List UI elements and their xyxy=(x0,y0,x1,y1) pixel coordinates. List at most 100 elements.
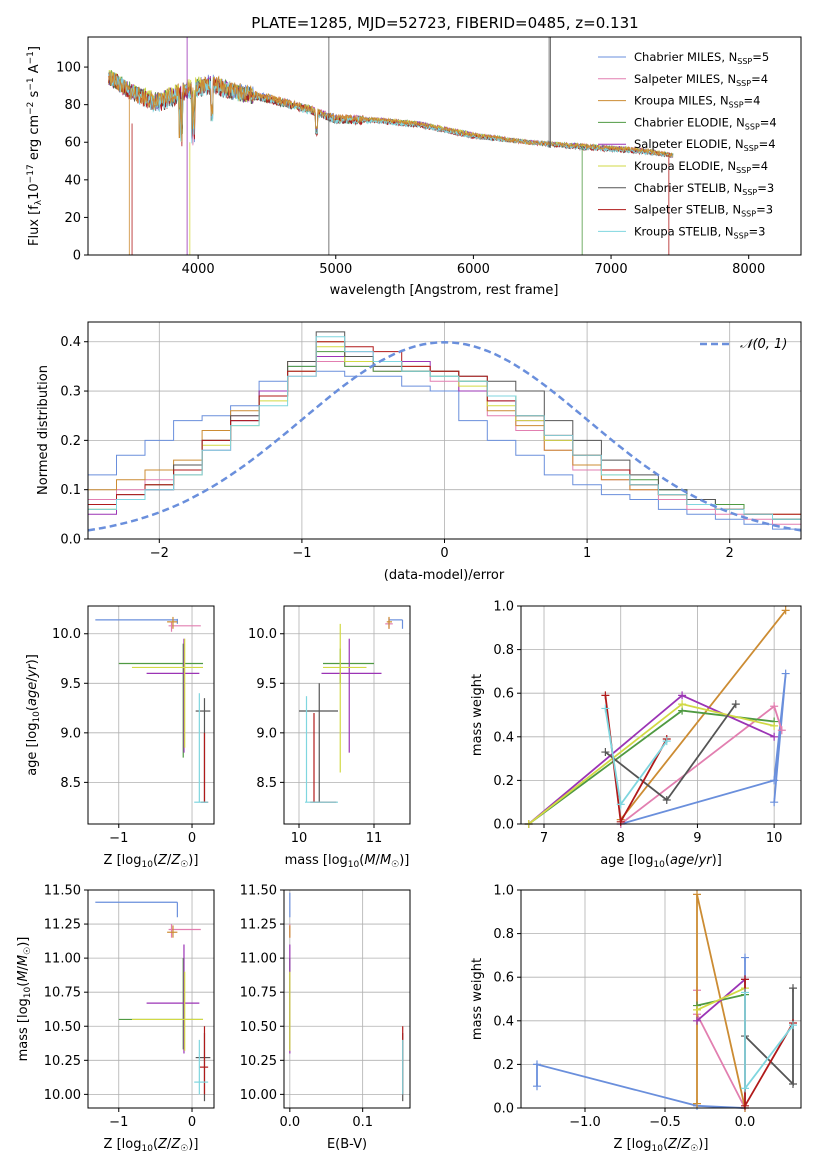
weight-age-point-marker xyxy=(616,817,625,826)
weight-age-point-marker xyxy=(662,737,671,746)
mass-ebv-axes-frame xyxy=(283,889,411,1109)
gaussian-legend-label: 𝒩(0, 1) xyxy=(740,337,787,352)
weight-age-point-marker xyxy=(777,726,786,735)
weight-age-point-marker xyxy=(678,691,687,700)
weight-z-point-marker xyxy=(533,1060,541,1069)
weight-age-axes-frame xyxy=(520,605,802,825)
spectrum-panel: PLATE=1285, MJD=52723, FIBERID=0485, z=0… xyxy=(26,14,802,298)
spectrum-legend-label: Chabrier MILES, NSSP=5 xyxy=(634,50,769,66)
residual-histogram-panel: −2 −1 0 1 2 0.0 0.1 0.2 0.3 0.4 (data-model)/erro… xyxy=(36,321,802,583)
gaussian-curve xyxy=(87,340,802,532)
weight-age-point-marker xyxy=(601,748,610,757)
weight-age-y-tick-label: 0.0 xyxy=(493,818,514,833)
histogram-y-tick-label: 0.1 xyxy=(60,483,81,498)
weight-age-x-tick-label: 10 xyxy=(766,831,783,846)
mass-z-y-tick-label: 11.00 xyxy=(44,952,81,967)
age-mass-y-tick-label: 9.0 xyxy=(256,726,277,741)
spectrum-lines xyxy=(108,37,674,255)
weight-age-point-marker xyxy=(601,704,610,713)
age-mass-axes-frame xyxy=(283,605,411,825)
weight-age-point-marker xyxy=(770,721,779,730)
spectrum-y-tick-label: 40 xyxy=(64,173,81,188)
weight-vs-age-panel: 7 8 9 10 0.0 0.2 0.4 0.6 0.8 1.0 age [log10(age/y… xyxy=(470,600,802,870)
histogram-ylabel: Normed distribution xyxy=(36,365,51,495)
spectrum-x-tick-label: 8000 xyxy=(732,262,765,277)
spectrum-legend-label: Salpeter STELIB, NSSP=3 xyxy=(634,203,773,219)
spectrum-axes-frame xyxy=(87,36,802,256)
weight-z-series-line xyxy=(696,990,746,1109)
weight-age-y-tick-label: 0.2 xyxy=(493,774,514,789)
age-mass-x-tick-label: 10 xyxy=(291,831,308,846)
mass-ebv-y-tick-label: 10.50 xyxy=(240,1020,277,1035)
age-mass-xlabel: mass [log10(M/M☉)] xyxy=(285,853,410,870)
weight-z-y-tick-label: 0.0 xyxy=(493,1102,514,1117)
weight-z-point-marker xyxy=(741,953,749,962)
mass-z-x-tick-label: 0 xyxy=(188,1115,196,1130)
mass-ebv-y-tick-label: 10.75 xyxy=(240,986,277,1001)
weight-age-point-marker xyxy=(770,702,779,711)
histogram-y-tick-label: 0.3 xyxy=(60,385,81,400)
weight-age-series-line xyxy=(528,694,775,825)
mass-z-y-tick-label: 10.50 xyxy=(44,1020,81,1035)
weight-z-series-line xyxy=(536,957,746,1109)
weight-z-series-line xyxy=(696,987,746,1011)
weight-age-point-marker xyxy=(616,800,625,809)
mass-z-x-tick-label: −1 xyxy=(109,1115,128,1130)
mass-ebv-y-tick-label: 11.50 xyxy=(240,884,277,899)
weight-age-y-tick-label: 0.4 xyxy=(493,730,514,745)
histogram-axes-frame xyxy=(87,321,802,540)
histogram-x-tick-label: 2 xyxy=(726,546,734,561)
weight-z-point-marker xyxy=(741,1084,749,1093)
weight-age-ylabel: mass weight xyxy=(470,674,485,756)
spectrum-y-tick-label: 0 xyxy=(73,249,81,264)
age-z-x-tick-label: 0 xyxy=(188,831,196,846)
spectrum-xlabel: wavelength [Angstrom, rest frame] xyxy=(330,283,559,298)
weight-z-point-marker xyxy=(693,1099,701,1108)
histogram-x-tick-label: 1 xyxy=(583,546,591,561)
age-z-y-tick-label: 9.5 xyxy=(60,677,81,692)
histogram-x-tick-label: 0 xyxy=(440,546,448,561)
age-vs-metallicity-panel: −1 0 8.5 9.0 9.5 10.0 Z [log10(Z/Z☉)] age [lo… xyxy=(25,605,215,870)
weight-z-point-marker xyxy=(693,1005,701,1014)
weight-age-point-marker xyxy=(601,691,610,700)
spectrum-legend-label: Chabrier ELODIE, NSSP=4 xyxy=(634,115,777,131)
mass-ebv-y-tick-label: 11.25 xyxy=(240,918,277,933)
age-vs-mass-panel: 10 11 8.5 9.0 9.5 10.0 mass [log10(M/M☉)] xyxy=(248,605,411,870)
histogram-series-step xyxy=(88,336,801,520)
weight-age-point-marker xyxy=(678,700,687,709)
weight-z-xlabel: Z [log10(Z/Z☉)] xyxy=(614,1137,709,1154)
weight-z-y-tick-label: 0.6 xyxy=(493,971,514,986)
weight-z-x-tick-label: −1.0 xyxy=(569,1115,601,1130)
weight-z-y-tick-label: 0.8 xyxy=(493,927,514,942)
weight-age-y-tick-label: 1.0 xyxy=(493,600,514,615)
weight-z-series-line xyxy=(744,992,794,1092)
mass-ebv-x-tick-label: 0.0 xyxy=(279,1115,300,1130)
weight-z-ylabel: mass weight xyxy=(470,958,485,1040)
weight-age-point-marker xyxy=(770,798,779,807)
spectrum-legend-label: Salpeter ELODIE, NSSP=4 xyxy=(634,137,776,153)
weight-z-series-line xyxy=(696,978,746,1022)
weight-z-point-marker xyxy=(533,1082,541,1091)
mass-z-axes-frame xyxy=(87,889,215,1109)
histogram-y-tick-label: 0.4 xyxy=(60,335,81,350)
weight-age-y-tick-label: 0.8 xyxy=(493,643,514,658)
spectrum-y-tick-label: 20 xyxy=(64,211,81,226)
spectrum-legend-label: Salpeter MILES, NSSP=4 xyxy=(634,72,768,88)
weight-z-point-marker xyxy=(789,984,797,993)
mass-ebv-xlabel: E(B-V) xyxy=(327,1137,367,1152)
weight-age-series-line xyxy=(620,704,783,825)
age-mass-y-tick-label: 8.5 xyxy=(256,776,277,791)
spectrum-title: PLATE=1285, MJD=52723, FIBERID=0485, z=0… xyxy=(251,14,638,32)
weight-age-series-line xyxy=(619,609,787,821)
age-z-y-tick-label: 9.0 xyxy=(60,726,81,741)
weight-z-point-marker xyxy=(693,1016,701,1025)
mass-z-y-tick-label: 11.25 xyxy=(44,918,81,933)
weight-age-point-marker xyxy=(662,796,671,805)
weight-age-y-tick-label: 0.6 xyxy=(493,687,514,702)
weight-z-y-tick-label: 0.2 xyxy=(493,1058,514,1073)
weight-age-x-tick-label: 7 xyxy=(540,831,548,846)
age-z-ylabel: age [log10(age/yr)] xyxy=(25,654,42,776)
spectrum-legend-label: Chabrier STELIB, NSSP=3 xyxy=(634,181,774,197)
mass-ebv-y-tick-label: 11.00 xyxy=(240,952,277,967)
